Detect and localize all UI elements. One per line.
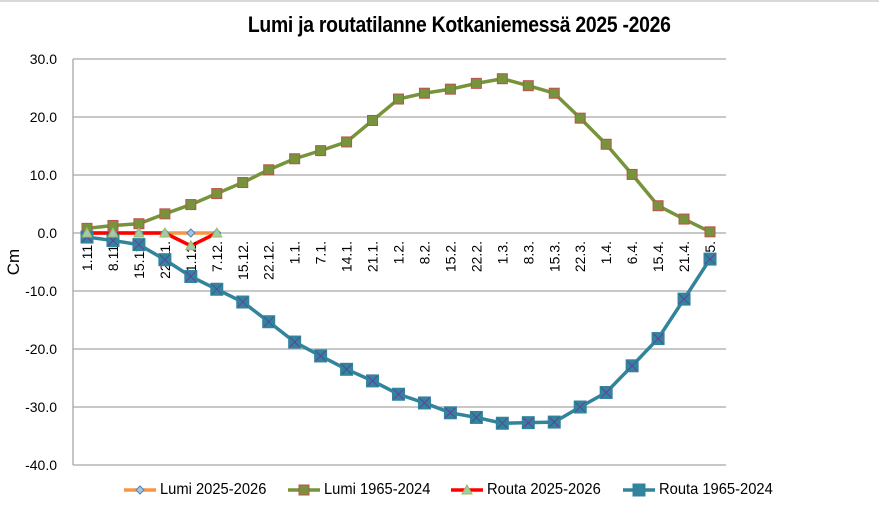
y-tick-label: 0.0 <box>38 225 58 241</box>
legend-label: Routa 1965-2024 <box>658 481 773 498</box>
x-tick-label: 1.1. <box>287 241 303 264</box>
square-marker <box>600 138 612 150</box>
square-marker <box>678 213 690 225</box>
chart-top-border <box>0 0 879 2</box>
square-marker <box>470 77 482 89</box>
chart-legend: Lumi 2025-2026 Lumi 1965-2024 Routa 2025-2… <box>122 481 783 499</box>
x-tick-label: 8.3. <box>520 241 536 264</box>
legend-item: Lumi 1965-2024 <box>286 481 440 499</box>
square-marker <box>263 164 275 176</box>
legend-label: Lumi 2025-2026 <box>160 481 267 498</box>
square-legend-icon <box>287 484 320 496</box>
x-tick-label: 8.11. <box>105 241 121 271</box>
x-tick-label: 1.3. <box>494 241 510 264</box>
x-tick-label: 22.12. <box>261 241 277 280</box>
x-tick-label: 1.4. <box>598 241 614 264</box>
y-axis-label: Cm <box>4 249 23 275</box>
square-marker <box>704 226 716 238</box>
square-marker <box>159 208 171 220</box>
x-tick-label: 14.1. <box>339 241 355 272</box>
x-tick-label: 1.2. <box>391 241 407 264</box>
x-tick-label: 15.4. <box>650 241 666 272</box>
square-marker <box>367 114 379 126</box>
legend-item: Routa 1965-2024 <box>621 481 783 499</box>
square-x-legend-icon <box>622 483 655 497</box>
square-marker <box>652 200 664 212</box>
triangle-legend-icon <box>451 483 484 495</box>
y-tick-label: 30.0 <box>30 51 57 67</box>
y-tick-label: 20.0 <box>30 109 57 125</box>
x-tick-label: 1.11. <box>79 241 95 271</box>
square-marker <box>185 199 197 211</box>
x-tick-label: 8.2. <box>416 241 432 264</box>
triangle-marker <box>210 226 223 238</box>
legend-label: Routa 2025-2026 <box>487 481 602 498</box>
diamond-legend-icon <box>124 485 156 495</box>
square-marker <box>237 177 249 189</box>
x-tick-label: 22.3. <box>572 241 588 272</box>
square-marker <box>626 168 638 180</box>
triangle-marker <box>81 226 93 238</box>
y-tick-label: -20.0 <box>25 341 57 357</box>
triangle-marker <box>107 226 119 238</box>
x-tick-label: 21.4. <box>676 241 692 272</box>
x-tick-label: 15.12. <box>235 241 251 280</box>
square-marker <box>211 188 223 200</box>
y-tick-label: -40.0 <box>25 457 57 473</box>
x-tick-label: 7.1. <box>313 241 329 264</box>
y-tick-label: -10.0 <box>25 283 57 299</box>
triangle-marker <box>133 226 145 238</box>
x-tick-label: 21.1. <box>365 241 381 272</box>
chart-title: Lumi ja routatilanne Kotkaniemessä 2025 … <box>0 12 879 38</box>
square-marker <box>548 87 560 99</box>
y-tick-label: -30.0 <box>25 399 57 415</box>
chart-plot: 30.0 20.0 10.0 0.0 -10.0 -20.0 -30.0 -40.0 Cm 1.1… <box>4 51 726 473</box>
x-tick-label: 22.2. <box>468 241 484 272</box>
chart-title-text: Lumi ja routatilanne Kotkaniemessä 2025 … <box>248 12 671 37</box>
y-tick-label: 10.0 <box>30 167 57 183</box>
square-marker <box>393 93 404 105</box>
triangle-marker <box>184 239 197 251</box>
square-marker <box>418 87 430 99</box>
legend-item: Routa 2025-2026 <box>449 481 611 499</box>
x-tick-label: 15.2. <box>442 241 458 272</box>
x-tick-label: 15.3. <box>546 241 562 272</box>
x-tick-label: 6.4. <box>624 241 640 264</box>
legend-label: Lumi 1965-2024 <box>323 481 431 498</box>
diamond-marker <box>186 228 196 238</box>
triangle-marker <box>159 226 171 238</box>
legend-item: Lumi 2025-2026 <box>122 481 276 499</box>
square-marker <box>496 73 508 85</box>
square-marker <box>522 80 534 92</box>
square-marker <box>289 153 301 165</box>
square-marker <box>341 136 353 148</box>
square-marker <box>574 112 586 124</box>
square-marker <box>315 145 327 157</box>
square-marker <box>444 83 456 95</box>
x-tick-label: 7.12. <box>209 241 225 272</box>
